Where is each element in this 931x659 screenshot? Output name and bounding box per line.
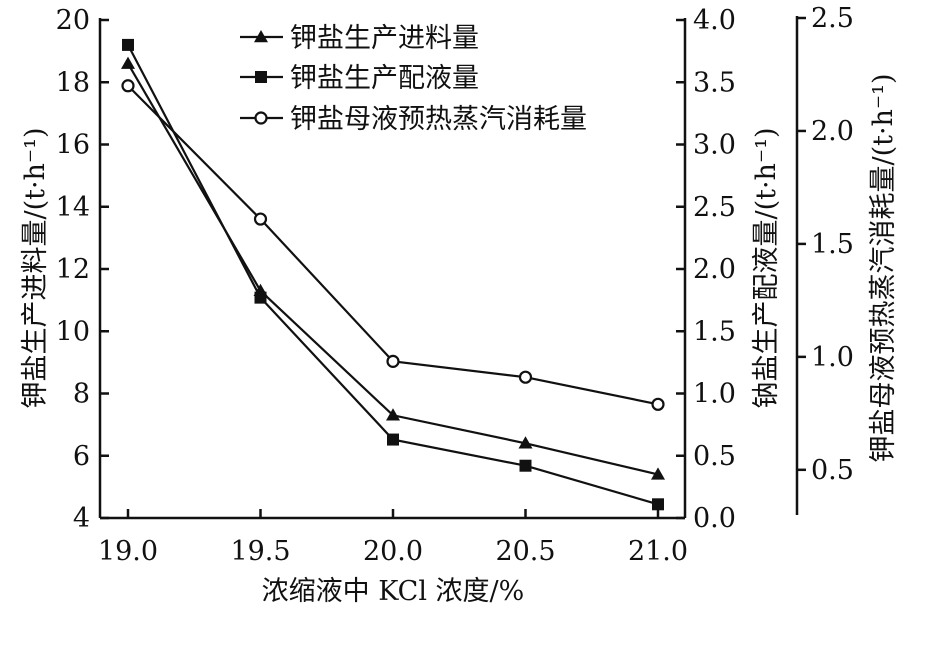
y-left-tick-label: 18 <box>56 67 90 98</box>
y-left-axis-title: 钾盐生产进料量/(t·h⁻¹) <box>20 127 51 408</box>
y-right2-axis-title: 钾盐母液预热蒸汽消耗量/(t·h⁻¹) <box>868 73 899 462</box>
legend-label: 钾盐母液预热蒸汽消耗量 <box>290 104 587 135</box>
data-point <box>518 436 533 449</box>
y-right1-tick-label: 2.5 <box>693 192 736 223</box>
y-right1-tick-label: 4.0 <box>693 5 736 36</box>
data-point <box>387 433 399 446</box>
y-right2-tick-label: 0.5 <box>811 455 854 486</box>
y-left-tick-label: 20 <box>56 5 90 36</box>
data-point <box>121 79 135 93</box>
series-square <box>122 38 664 511</box>
x-tick-label: 21.0 <box>628 536 688 567</box>
y-left-tick-label: 16 <box>56 130 90 161</box>
data-point <box>122 38 134 51</box>
data-point <box>254 291 267 304</box>
legend-item: 钾盐生产进料量 <box>240 23 479 54</box>
y-left-tick-label: 8 <box>73 379 90 410</box>
legend-label: 钾盐生产进料量 <box>290 23 479 54</box>
y-right1-tick-label: 0.5 <box>693 441 736 472</box>
y-right1-tick-label: 0.0 <box>693 503 736 534</box>
y-right2-tick-label: 1.0 <box>811 342 854 373</box>
legend-item: 钾盐母液预热蒸汽消耗量 <box>240 104 587 135</box>
series-circle <box>121 79 665 411</box>
y-right1-tick-label: 3.5 <box>693 67 736 98</box>
legend-marker <box>254 111 268 125</box>
y-right1-tick-label: 1.0 <box>693 379 736 410</box>
y-right1-tick-label: 2.0 <box>693 254 736 285</box>
x-tick-label: 19.5 <box>230 536 290 567</box>
y-left-tick-label: 6 <box>73 441 90 472</box>
legend-label: 钾盐生产配液量 <box>290 63 479 94</box>
y-right2-tick-label: 2.5 <box>811 3 854 34</box>
data-point <box>386 354 400 368</box>
legend-marker <box>255 71 267 83</box>
data-point <box>651 467 665 480</box>
data-point <box>253 212 268 226</box>
x-tick-label: 20.0 <box>363 536 423 567</box>
y-right1-axis-title: 钠盐生产配液量/(t·h⁻¹) <box>751 127 782 408</box>
data-point <box>518 370 533 384</box>
legend-item: 钾盐生产配液量 <box>240 63 479 94</box>
data-point <box>121 56 135 69</box>
x-axis-title: 浓缩液中 KCl 浓度/% <box>262 576 525 607</box>
x-tick-label: 20.5 <box>495 536 555 567</box>
y-right2-tick-label: 2.0 <box>811 116 854 147</box>
y-left-tick-label: 14 <box>56 192 90 223</box>
legend-marker <box>254 30 268 43</box>
axes: 19.0 19.5 20.0 20.5 21.0 4 6 8 10 12 14 16 18 20 0.0 0.… <box>20 3 899 607</box>
y-left-tick-label: 12 <box>56 254 90 285</box>
data-point <box>386 408 400 421</box>
data-point <box>652 498 664 511</box>
y-right1-tick-label: 3.0 <box>693 130 736 161</box>
data-point <box>519 459 532 472</box>
y-left-tick-label: 4 <box>73 503 90 534</box>
data-point <box>651 397 665 411</box>
x-tick-label: 19.0 <box>98 536 158 567</box>
y-right1-tick-label: 1.5 <box>693 316 736 347</box>
series-layer <box>121 38 665 511</box>
y-left-tick-label: 10 <box>56 316 90 347</box>
y-right2-tick-label: 1.5 <box>811 229 854 260</box>
